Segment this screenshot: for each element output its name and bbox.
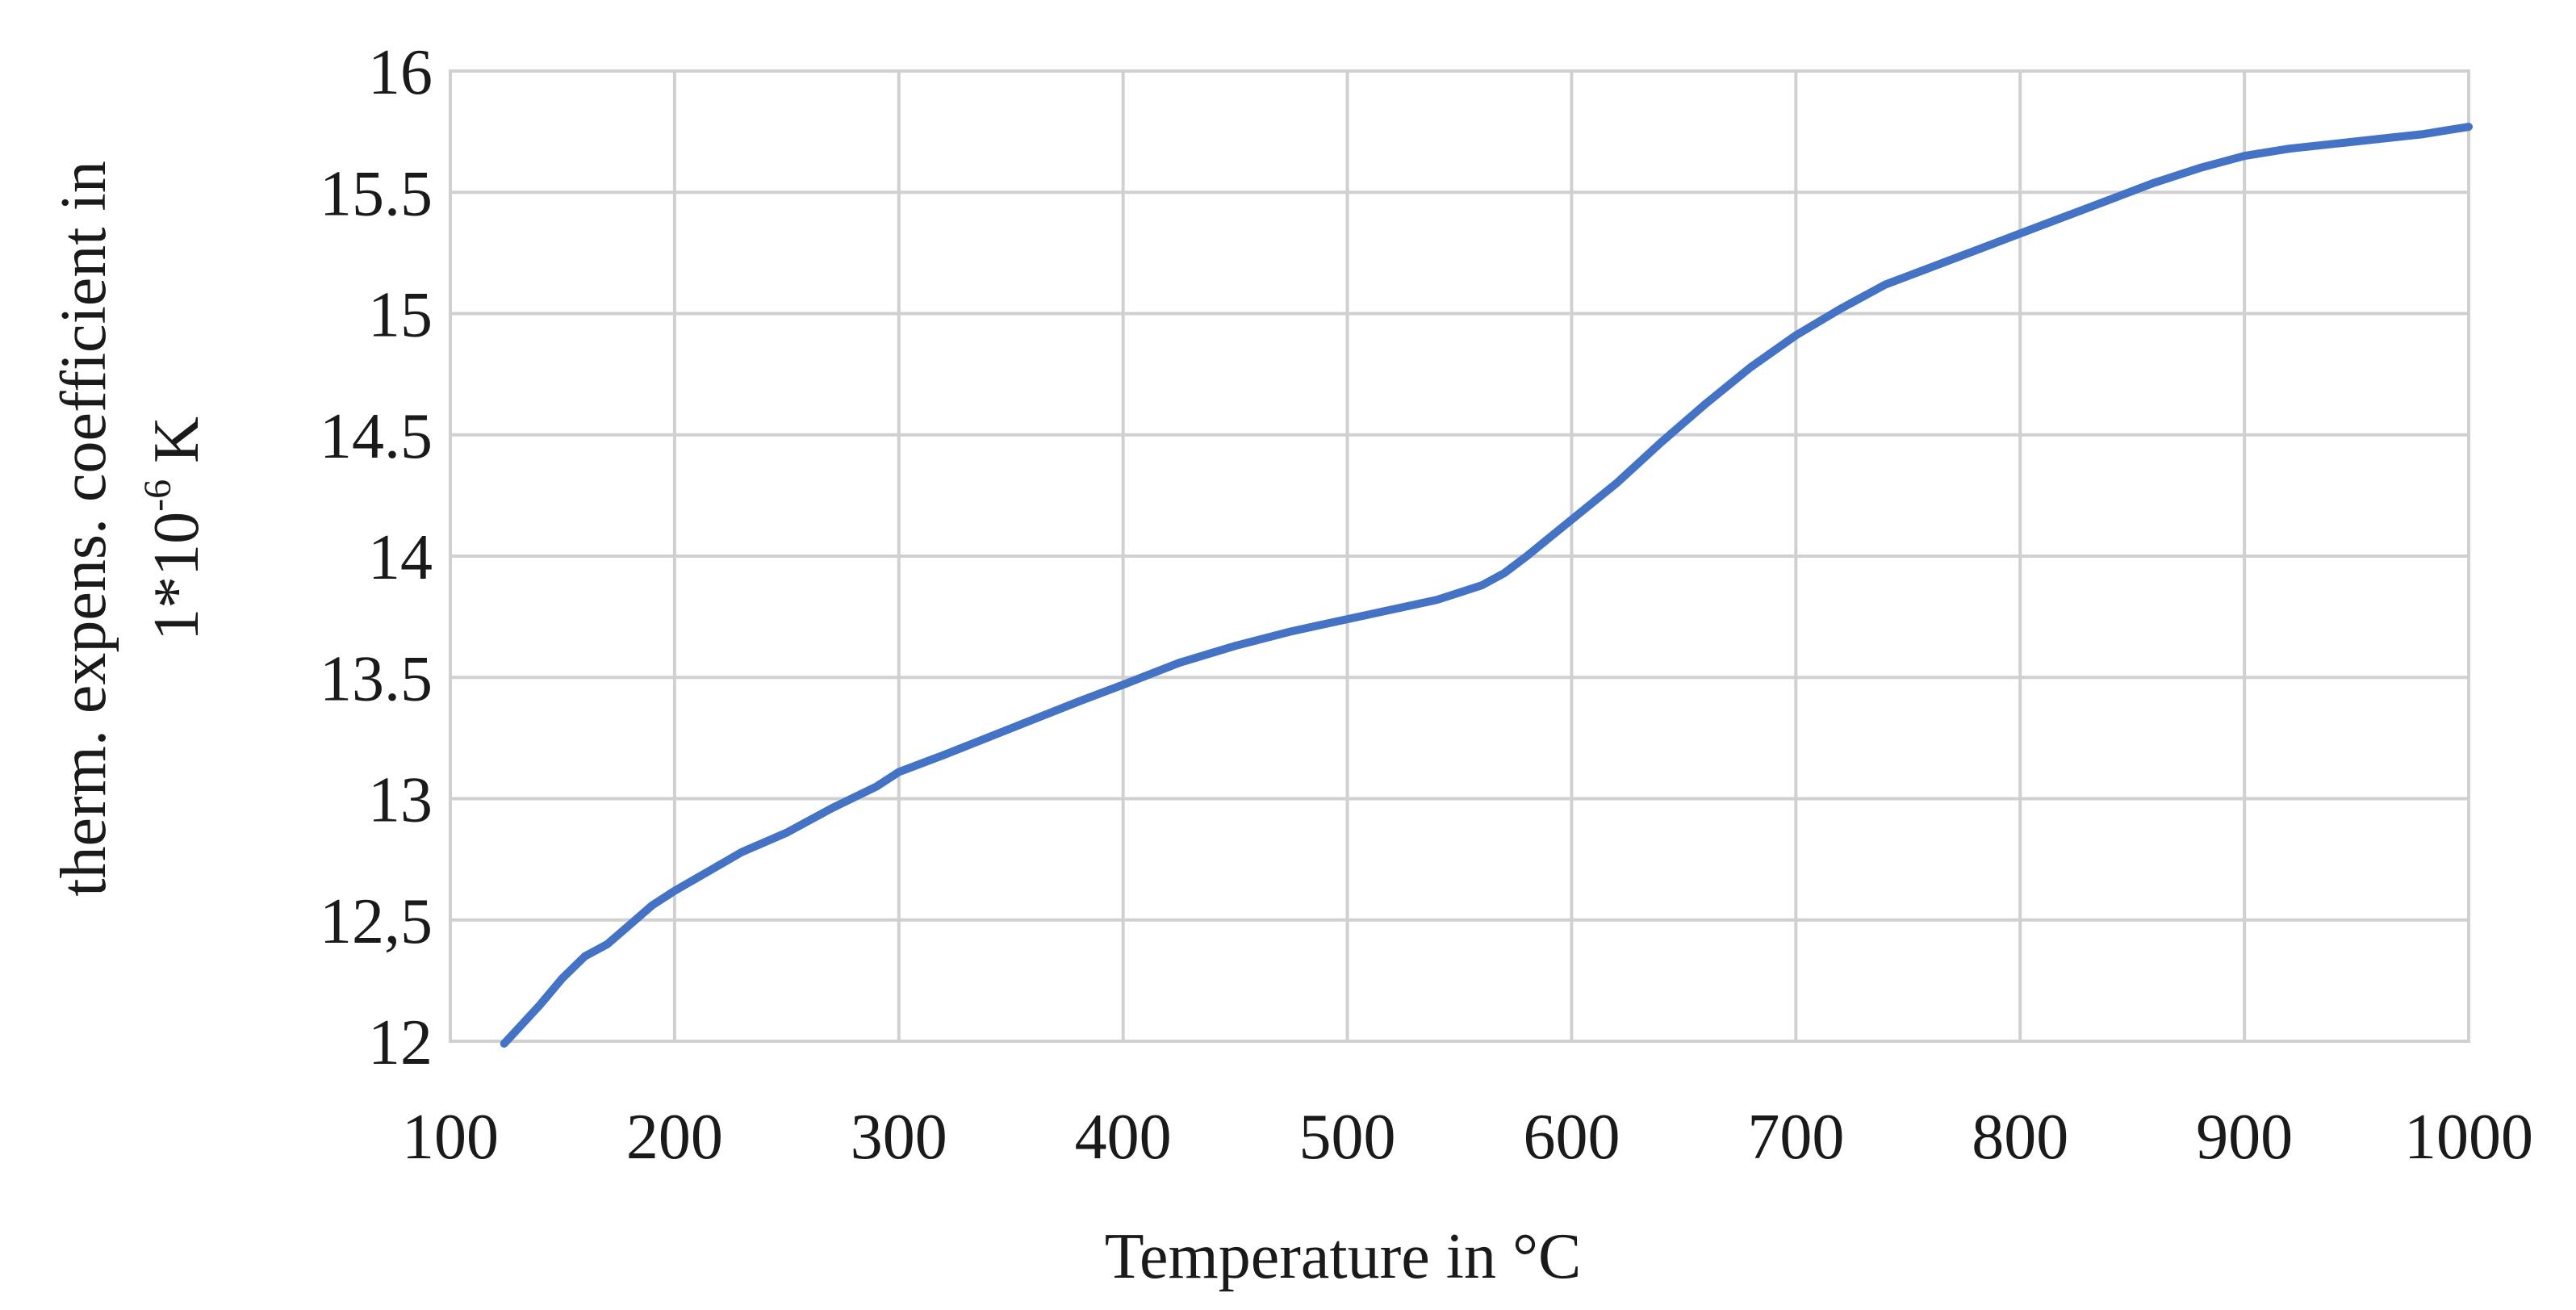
x-axis-title: Temperature in °C [1105,1221,1582,1292]
y-tick-label: 14.5 [320,401,433,472]
x-tick-label: 600 [1523,1102,1620,1173]
horizontal-gridlines [450,69,2469,1043]
series-layer [500,123,2473,1048]
y-tick-label: 16 [368,37,433,108]
y-tick-label: 14 [368,522,433,593]
y-axis-unit-base: 1*10 [141,512,212,641]
y-tick-label: 15 [368,280,433,351]
y-axis-tick-labels: 12 12,5 13 13.5 14 14.5 15 15.5 16 [320,37,433,1078]
y-axis-title-line2: 1*10-6 K [136,416,212,641]
y-tick-label: 12,5 [320,886,433,957]
series-line [500,123,2473,1048]
y-tick-label: 13 [368,765,433,836]
x-tick-label: 100 [402,1102,499,1173]
x-tick-label: 500 [1299,1102,1396,1173]
x-tick-label: 900 [2196,1102,2293,1173]
y-axis-title-second-line: 1*10-6 K [136,416,212,641]
x-tick-label: 300 [851,1102,947,1173]
plot-area-border [449,69,2470,1043]
x-tick-label: 1000 [2404,1102,2533,1173]
y-axis-unit-kelvin: K [141,416,212,479]
y-axis-title: therm. expens. coefficient in [48,161,119,897]
x-tick-label: 700 [1747,1102,1844,1173]
x-tick-label: 200 [626,1102,723,1173]
y-tick-label: 15.5 [320,158,433,229]
x-axis-tick-labels: 100 200 300 400 500 600 700 800 900 1000 [402,1102,2533,1173]
y-tick-label: 13.5 [320,643,433,714]
x-tick-label: 800 [1972,1102,2068,1173]
y-tick-label: 12 [368,1007,433,1078]
y-axis-title-line1: therm. expens. coefficient in [48,161,119,897]
x-tick-label: 400 [1075,1102,1172,1173]
y-axis-unit-exponent: -6 [136,479,179,512]
